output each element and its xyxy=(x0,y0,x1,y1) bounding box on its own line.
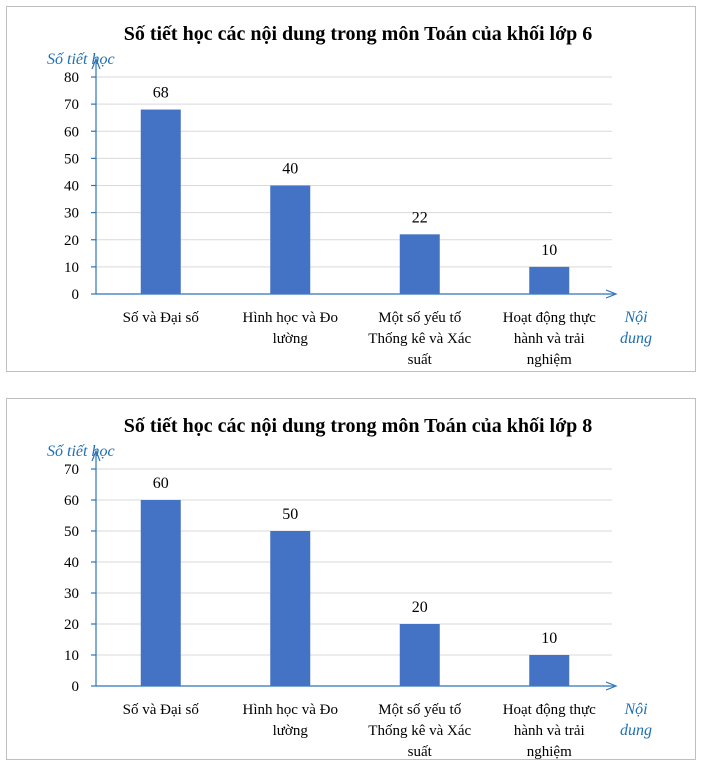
x-tick-label: hành và trải xyxy=(514,331,585,347)
bar xyxy=(399,624,440,686)
data-label: 22 xyxy=(412,209,428,226)
x-axis-label: dung xyxy=(620,330,652,347)
y-tick-label: 50 xyxy=(64,524,79,540)
chart-panel-grade-8: Số tiết học các nội dung trong môn Toán … xyxy=(6,398,696,760)
x-tick-label: lường xyxy=(273,723,309,739)
y-tick-label: 80 xyxy=(64,70,79,86)
x-tick-label: suất xyxy=(408,352,433,368)
x-axis-arrow xyxy=(605,289,618,299)
x-axis-label: dung xyxy=(620,722,652,739)
data-label: 60 xyxy=(153,475,169,492)
x-tick-label: Một số yếu tố xyxy=(378,702,461,718)
y-tick-label: 10 xyxy=(64,260,79,276)
x-tick-label: nghiệm xyxy=(527,744,572,760)
y-tick-label: 30 xyxy=(64,586,79,602)
y-tick-label: 70 xyxy=(64,97,79,113)
chart-grade-6: Số tiết học các nội dung trong môn Toán … xyxy=(47,23,652,368)
y-tick-label: 0 xyxy=(72,287,80,303)
x-tick-label: Hình học và Đo xyxy=(243,702,338,718)
y-tick-label: 30 xyxy=(64,206,79,222)
x-tick-label: Thống kê và Xác xyxy=(368,331,471,347)
x-tick-label: nghiệm xyxy=(527,352,572,368)
x-tick-label: Số và Đại số xyxy=(123,310,200,326)
y-tick-label: 60 xyxy=(64,493,79,509)
bar xyxy=(529,266,570,294)
x-tick-label: Một số yếu tố xyxy=(378,310,461,326)
y-tick-label: 60 xyxy=(64,124,79,140)
bar xyxy=(270,185,311,294)
chart-title: Số tiết học các nội dung trong môn Toán … xyxy=(124,23,593,45)
chart-title: Số tiết học các nội dung trong môn Toán … xyxy=(124,415,593,437)
y-tick-label: 20 xyxy=(64,617,79,633)
data-label: 50 xyxy=(282,506,298,523)
x-tick-label: Hoạt động thực xyxy=(503,702,596,718)
data-label: 10 xyxy=(541,630,557,647)
y-tick-label: 10 xyxy=(64,648,79,664)
x-tick-label: Số và Đại số xyxy=(123,702,200,718)
x-tick-label: lường xyxy=(273,331,309,347)
x-axis-arrow xyxy=(605,681,618,691)
y-tick-label: 50 xyxy=(64,151,79,167)
bar xyxy=(140,109,181,294)
y-tick-label: 70 xyxy=(64,462,79,478)
y-axis-arrow xyxy=(91,449,101,462)
bar xyxy=(140,500,181,686)
x-tick-label: hành và trải xyxy=(514,723,585,739)
bar xyxy=(399,234,440,294)
chart-grade-8: Số tiết học các nội dung trong môn Toán … xyxy=(47,415,652,760)
x-tick-label: Hình học và Đo xyxy=(243,310,338,326)
y-tick-label: 40 xyxy=(64,179,79,195)
data-label: 40 xyxy=(282,161,298,178)
y-axis-arrow xyxy=(91,57,101,70)
y-tick-label: 40 xyxy=(64,555,79,571)
data-label: 20 xyxy=(412,599,428,616)
x-tick-label: Thống kê và Xác xyxy=(368,723,471,739)
data-label: 68 xyxy=(153,85,169,102)
chart-panel-grade-6: Số tiết học các nội dung trong môn Toán … xyxy=(6,6,696,372)
y-tick-label: 0 xyxy=(72,679,80,695)
x-tick-label: Hoạt động thực xyxy=(503,310,596,326)
x-axis-label: Nội xyxy=(623,309,647,326)
y-axis-label: Số tiết học xyxy=(47,51,115,68)
y-tick-label: 20 xyxy=(64,233,79,249)
bar xyxy=(529,655,570,686)
data-label: 10 xyxy=(541,242,557,259)
x-tick-label: suất xyxy=(408,744,433,760)
bar xyxy=(270,531,311,686)
x-axis-label: Nội xyxy=(623,701,647,718)
y-axis-label: Số tiết học xyxy=(47,443,115,460)
